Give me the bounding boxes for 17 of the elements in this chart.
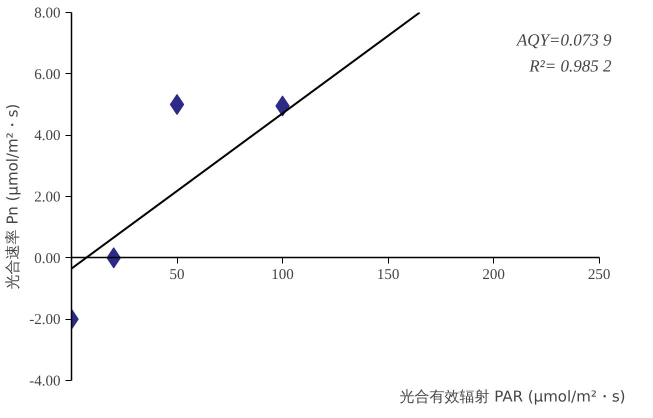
y-axis-title: 光合速率 Pn (μmol/m²・s) xyxy=(3,104,22,290)
y-tick-label: -2.00 xyxy=(29,312,61,328)
x-tick-label: 50 xyxy=(170,266,185,283)
annotation: AQY=0.073 9 xyxy=(516,30,612,50)
x-tick-label: 250 xyxy=(588,266,610,283)
y-tick-label: -4.00 xyxy=(29,374,61,390)
y-tick-label: 8.00 xyxy=(34,6,60,22)
point xyxy=(170,94,184,115)
x-tick-label: 150 xyxy=(376,266,400,283)
y-tick-label: 2.00 xyxy=(34,190,60,206)
x-tick-label: 100 xyxy=(271,266,294,283)
y-tick-label: 4.00 xyxy=(34,128,60,144)
annotation: R²= 0.985 2 xyxy=(528,56,612,76)
x-tick-label: 200 xyxy=(482,266,505,283)
y-tick-label: 6.00 xyxy=(34,66,60,83)
x-axis-title: 光合有效辐射 PAR (μmol/m²・s) xyxy=(399,388,626,406)
y-tick-label: 0.00 xyxy=(34,250,60,267)
